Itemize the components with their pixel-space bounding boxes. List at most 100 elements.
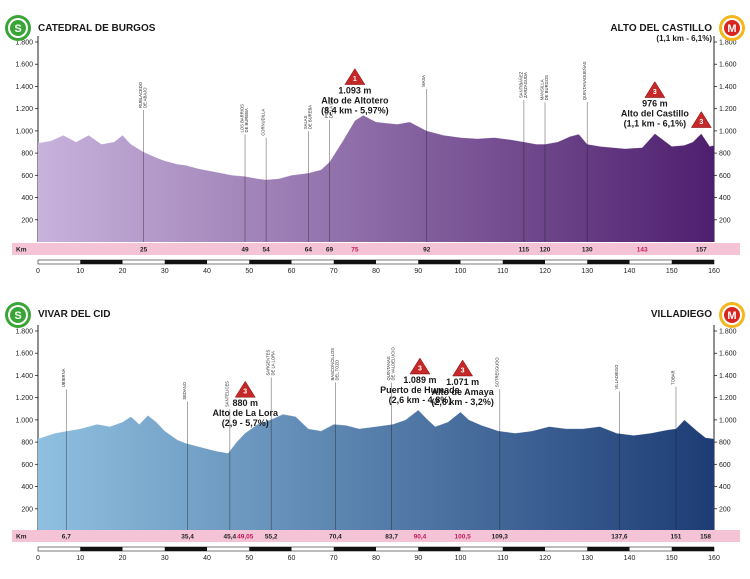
y-tick-label-left: 1.200 — [15, 106, 33, 113]
place-name: UBIERNA — [61, 368, 66, 387]
place-label: VILLADIEGO — [614, 364, 619, 390]
climb-category-badge — [234, 380, 256, 398]
km-mark: 143 — [637, 247, 648, 254]
x-tick-label: 150 — [666, 268, 678, 275]
x-tick-label: 70 — [330, 268, 338, 275]
place-subname: DE BUREBA — [244, 108, 249, 132]
x-tick-label: 120 — [539, 555, 551, 562]
x-tick-label: 10 — [76, 555, 84, 562]
x-tick-label: 130 — [581, 268, 593, 275]
km-mark: 158 — [700, 534, 711, 541]
climb-label-line: (2,9 - 5,7%) — [222, 418, 269, 428]
climb-label-line: (8,4 km - 5,97%) — [321, 106, 389, 116]
climb-label-line: Alto de La Lora — [212, 408, 278, 418]
km-mark: 25 — [140, 247, 148, 254]
place-label: QUINTANADUEÑAS — [582, 61, 587, 100]
place-subname: DE BURGOS — [544, 75, 549, 100]
x-tick-label: 0 — [36, 555, 40, 562]
x-tick-label: 90 — [414, 268, 422, 275]
x-tick-label: 140 — [624, 268, 636, 275]
place-name: VILLADIEGO — [614, 364, 619, 390]
scale-bar-segment — [587, 547, 630, 551]
km-mark: 130 — [582, 247, 593, 254]
place-label: SALAS DE BUREBA — [303, 105, 313, 129]
place-name: RUBLACEDO — [138, 81, 143, 108]
finish-climb-detail: (1,1 km - 6,1%) — [656, 34, 712, 43]
place-name: SALAS — [303, 115, 308, 129]
y-tick-label-right: 800 — [719, 440, 731, 447]
x-tick-label: 30 — [161, 555, 169, 562]
place-name: SANTIBÁÑEZ — [518, 71, 523, 98]
climb-label-line: Alto de Altotero — [321, 96, 389, 106]
km-mark: 151 — [671, 534, 682, 541]
place-label: RUBLACEDO DE ABAJO — [138, 81, 148, 108]
x-tick-label: 20 — [119, 555, 127, 562]
km-mark: 69 — [326, 247, 334, 254]
finish-location: ALTO DEL CASTILLO — [610, 23, 712, 34]
y-tick-label-left: 600 — [21, 462, 33, 469]
place-name: BASCONCILLOS — [330, 348, 335, 381]
x-tick-label: 40 — [203, 268, 211, 275]
scale-bar-segment — [502, 547, 545, 551]
place-name: SEDANO — [182, 381, 187, 399]
x-tick-label: 30 — [161, 268, 169, 275]
y-tick-label-left: 800 — [21, 151, 33, 158]
place-subname: DE LA LORA — [270, 351, 275, 376]
scale-bar-segment — [249, 260, 292, 264]
km-mark: 70,4 — [329, 534, 342, 541]
climb-label-line: (2,6 km - 3,2%) — [431, 397, 494, 407]
start-location: CATEDRAL DE BURGOS — [38, 23, 156, 34]
km-mark: 49,05 — [237, 534, 254, 541]
climb-category-label: 3 — [461, 368, 465, 375]
y-tick-label-right: 600 — [719, 173, 731, 180]
place-label: UBIERNA — [61, 368, 66, 387]
km-mark: 64 — [305, 247, 313, 254]
y-tick-label-right: 400 — [719, 484, 731, 491]
finish-badge-letter: M — [727, 23, 736, 35]
scale-bar-segment — [80, 547, 123, 551]
place-subname: DE BUREBA — [308, 105, 313, 129]
y-tick-label-right: 1.200 — [719, 106, 737, 113]
climb-category-badge — [409, 357, 431, 375]
y-tick-label-right: 1.400 — [719, 373, 737, 380]
finish-badge-core — [724, 307, 740, 323]
scale-bar-segment — [418, 547, 461, 551]
y-tick-label-right: 1.800 — [719, 329, 737, 336]
y-tick-label-left: 1.400 — [15, 373, 33, 380]
y-tick-label-left: 400 — [21, 484, 33, 491]
place-name: CORNUDILLA — [261, 109, 266, 136]
km-band — [12, 243, 740, 255]
km-mark: 6,7 — [62, 534, 71, 541]
x-tick-label: 20 — [119, 268, 127, 275]
y-tick-label-left: 1.800 — [15, 329, 33, 336]
place-subname: DE VALDELUCIO — [391, 347, 396, 381]
place-label: QUINTANAS DE VALDELUCIO — [386, 347, 396, 381]
climb-label-line: (2,6 km - 4,8%) — [389, 395, 452, 405]
place-label: SANTELICES — [224, 381, 229, 407]
x-tick-label: 100 — [455, 555, 467, 562]
y-tick-label-left: 1.600 — [15, 351, 33, 358]
x-tick-label: 50 — [245, 555, 253, 562]
km-mark: 45,4 — [223, 534, 236, 541]
km-mark: 109,3 — [492, 534, 509, 541]
place-name: POZA — [324, 106, 329, 118]
x-tick-label: 100 — [455, 268, 467, 275]
scale-bar-segment — [333, 547, 376, 551]
finish-badge-core — [724, 20, 740, 36]
x-tick-label: 40 — [203, 555, 211, 562]
climb-category-label: 1 — [353, 76, 357, 83]
climb-category-label: 3 — [243, 389, 247, 396]
place-label: SARGENTES DE LA LORA — [266, 349, 276, 375]
km-mark: 49 — [241, 247, 249, 254]
start-badge-core — [10, 307, 26, 323]
scale-bar-segment — [249, 547, 292, 551]
place-name: SANTELICES — [224, 381, 229, 407]
place-name: MASA — [421, 75, 426, 87]
place-label: SOTRESGUDO — [494, 357, 499, 388]
y-tick-label-right: 1.600 — [719, 351, 737, 358]
climb-label-line: Puerto de Humada — [380, 385, 461, 395]
place-label: BASCONCILLOS DEL TOZO — [330, 348, 340, 381]
climb-label-line: (1,1 km - 6,1%) — [624, 119, 687, 129]
x-tick-label: 150 — [666, 555, 678, 562]
